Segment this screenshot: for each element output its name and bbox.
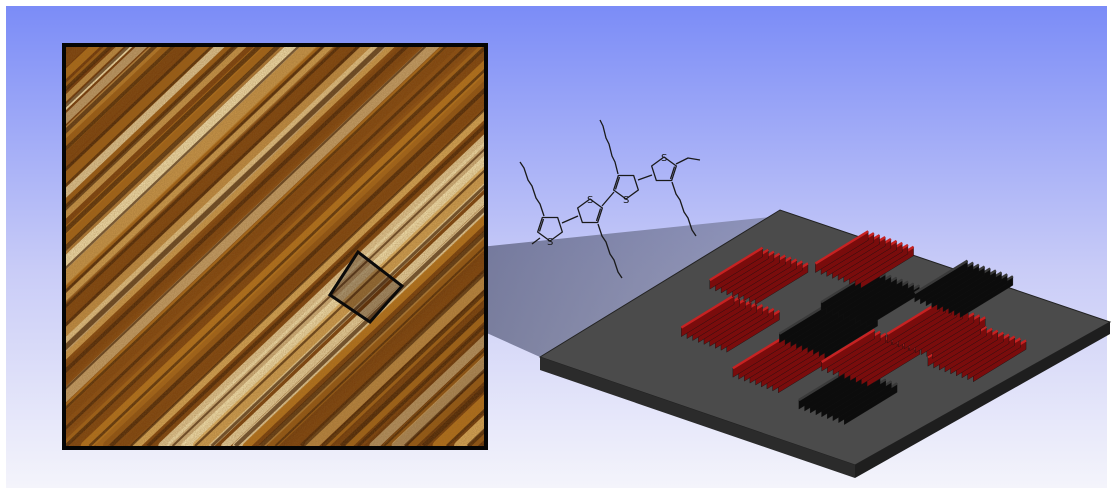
lamella-bar-top — [821, 328, 876, 364]
lamellae-array — [680, 230, 1027, 425]
ring-bond — [601, 191, 615, 207]
ring-bond — [561, 215, 579, 224]
afm-image-panel — [62, 43, 488, 450]
lamella-domain — [732, 334, 832, 394]
lamella-domain — [709, 246, 809, 306]
polythiophene-molecule: S S S S — [519, 119, 701, 279]
lamella-domain — [814, 230, 915, 289]
lamella-bar-top — [914, 259, 969, 295]
lamella-domain — [798, 366, 898, 425]
hexyl-chain — [671, 181, 697, 237]
thiophene-ring — [612, 174, 640, 200]
hexyl-chain — [597, 223, 623, 279]
ethyl-end-group — [675, 157, 701, 165]
lamella-domain — [914, 259, 1014, 318]
lamella-domain — [680, 294, 781, 353]
lamella-bar-top — [886, 300, 941, 336]
sulfur-atom-label: S — [547, 237, 553, 248]
double-bond — [614, 176, 621, 190]
sulfur-atom-label: S — [661, 153, 667, 164]
hexyl-chain — [519, 161, 545, 217]
thiophene-ring — [650, 156, 678, 182]
ring-bond — [637, 174, 653, 181]
lamella-domain — [927, 323, 1027, 383]
sulfur-atom-label: S — [587, 195, 593, 206]
lamella-bar-top — [709, 246, 764, 282]
lamella-domain — [821, 328, 921, 387]
lamella-bar-top — [814, 230, 869, 265]
zoom-region-box — [327, 249, 405, 324]
lamella-bar-top — [732, 334, 787, 370]
thiophene-ring — [536, 216, 564, 242]
double-bond — [595, 208, 602, 222]
double-bond — [538, 218, 545, 232]
hexyl-chain — [599, 119, 619, 175]
lamella-domain — [886, 300, 986, 359]
thiophene-ring — [576, 198, 604, 224]
lamella-bar-top — [680, 294, 735, 329]
sulfur-atom-label: S — [623, 195, 629, 206]
end-group — [531, 237, 541, 245]
double-bond — [669, 166, 676, 180]
